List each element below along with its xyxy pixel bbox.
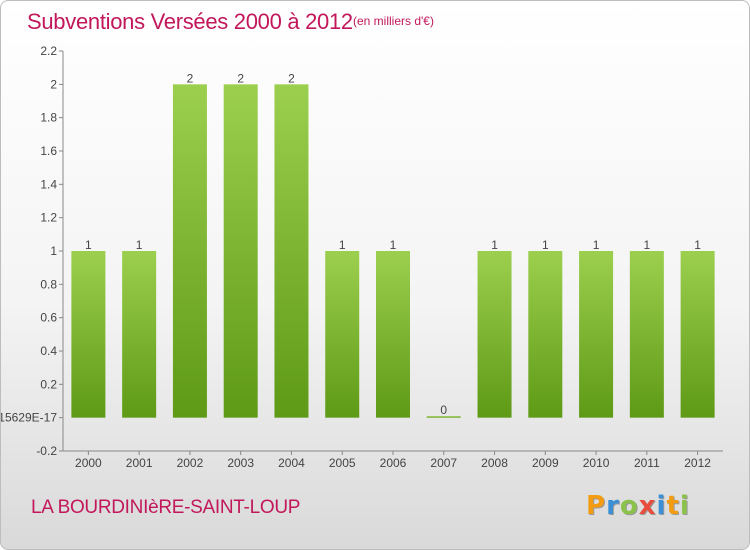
- location-name: LA BOURDINIèRE-SAINT-LOUP: [31, 497, 301, 518]
- logo-letter: P: [586, 491, 607, 521]
- y-tick-label: -0.2: [36, 444, 57, 458]
- x-tick-label: 2012: [684, 456, 711, 470]
- bar: [629, 251, 664, 418]
- data-label: 1: [390, 238, 397, 252]
- bar: [426, 416, 461, 418]
- logo-letter: r: [606, 491, 620, 521]
- logo-letter: i: [656, 491, 667, 521]
- data-label: 2: [187, 71, 194, 85]
- y-tick-label: 0.2: [40, 377, 57, 391]
- x-tick-label: 2000: [75, 456, 102, 470]
- x-tick-label: 2006: [380, 456, 407, 470]
- bar: [172, 84, 207, 418]
- x-tick-label: 2009: [532, 456, 559, 470]
- x-tick-label: 2001: [126, 456, 153, 470]
- data-label: 2: [288, 71, 295, 85]
- y-tick-label: 0.8: [40, 277, 57, 291]
- bar: [477, 251, 512, 418]
- data-label: 1: [694, 238, 701, 252]
- y-tick-label: 2.2: [40, 44, 57, 58]
- data-labels: 1 1 2 2 2 1 1 0 1 1 1 1 1: [85, 71, 701, 417]
- chart-subtitle: (en milliers d'€): [353, 14, 434, 28]
- x-tick-label: 2007: [430, 456, 457, 470]
- bar: [71, 251, 106, 418]
- y-tick-label: 1.6: [40, 144, 57, 158]
- bar: [223, 84, 258, 418]
- proxiti-logo: Proxiti: [586, 491, 690, 521]
- logo-letter: t: [666, 491, 680, 521]
- logo-letter: x: [638, 491, 657, 521]
- x-tick-label: 2005: [329, 456, 356, 470]
- logo-letter: o: [619, 491, 639, 521]
- y-tick-label: 0.6: [40, 311, 57, 325]
- chart-title: Subventions Versées 2000 à 2012: [27, 9, 353, 34]
- x-tick-label: 2010: [583, 456, 610, 470]
- bar: [376, 251, 410, 418]
- y-tick-label: 2: [50, 77, 57, 91]
- data-label: 0: [440, 403, 447, 417]
- bar: [122, 251, 157, 418]
- bar: [680, 251, 715, 418]
- data-label: 2: [237, 71, 244, 85]
- x-tick-label: 2011: [634, 456, 660, 470]
- bar: [274, 84, 309, 418]
- x-tick-label: 2004: [278, 456, 305, 470]
- x-tick-label: 2008: [481, 456, 508, 470]
- data-label: 1: [85, 238, 92, 252]
- logo-letter: i: [679, 491, 690, 521]
- bar: [579, 251, 614, 418]
- y-tick-label: -1.15629E-17: [1, 411, 57, 425]
- bar: [528, 251, 563, 418]
- y-tick-label: 1.4: [40, 177, 57, 191]
- x-tick-label: 2003: [227, 456, 254, 470]
- y-tick-label: 1: [50, 244, 57, 258]
- data-label: 1: [593, 238, 600, 252]
- y-tick-label: 1.8: [40, 111, 57, 125]
- data-label: 1: [644, 238, 651, 252]
- axes: -0.2 -1.15629E-17 0.2 0.4 0.6 0.8 1 1.2 1.4 1.6 1.…: [1, 44, 723, 470]
- x-tick-label: 2002: [177, 456, 204, 470]
- bar: [325, 251, 360, 418]
- y-tick-label: 1.2: [40, 211, 57, 225]
- data-label: 1: [491, 238, 498, 252]
- data-label: 1: [136, 238, 143, 252]
- bars: [71, 84, 715, 418]
- y-tick-label: 0.4: [40, 344, 57, 358]
- data-label: 1: [542, 238, 549, 252]
- data-label: 1: [339, 238, 346, 252]
